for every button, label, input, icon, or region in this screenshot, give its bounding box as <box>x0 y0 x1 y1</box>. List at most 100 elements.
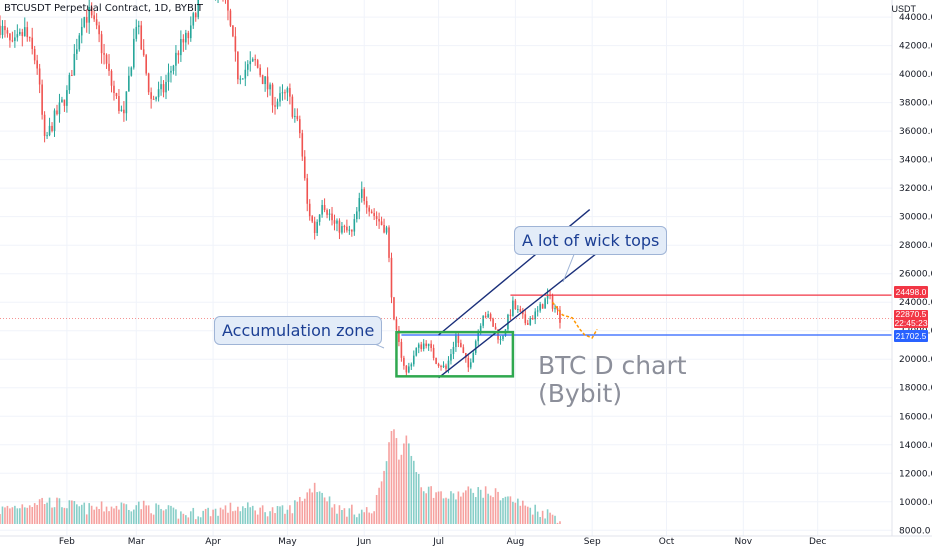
price-tick-label: 24000.0 <box>899 298 932 308</box>
candle-body <box>38 68 41 85</box>
candle-body <box>130 67 133 76</box>
volume-bar <box>98 509 100 524</box>
time-axis[interactable]: Feb Mar Apr May Jun Jul Aug Sep Oct Nov Dec <box>0 535 932 547</box>
candle-body <box>33 48 36 61</box>
candle-body <box>147 73 150 93</box>
candle-body <box>123 109 125 114</box>
volume-bar <box>182 513 185 524</box>
volume-bar <box>546 509 549 524</box>
candle-body <box>259 67 261 76</box>
price-tick-label: 20000.0 <box>899 355 932 365</box>
accumulation-callout[interactable]: Accumulation zone <box>214 316 383 345</box>
wick-tops-callout[interactable]: A lot of wick tops <box>514 226 668 255</box>
volume-bar <box>442 498 445 524</box>
volume-bar <box>155 503 157 524</box>
candle-body <box>120 109 123 112</box>
volume-bar <box>51 507 53 524</box>
wick-tops-text: A lot of wick tops <box>522 231 660 250</box>
candle-body <box>103 53 105 55</box>
candle-body <box>14 37 16 41</box>
candle-body <box>256 60 259 68</box>
volume-bar <box>333 504 336 524</box>
candle-body <box>180 39 182 56</box>
candle-body <box>58 102 61 115</box>
volume-bar <box>100 501 103 524</box>
volume-bar <box>373 511 375 524</box>
volume-bar <box>150 513 152 524</box>
candle-body <box>261 75 264 85</box>
candle-body <box>185 32 187 43</box>
volume-bar <box>214 508 217 524</box>
volume-bar <box>504 496 507 524</box>
last-price-countdown: 22:45:23 <box>894 318 928 328</box>
volume-bar <box>474 497 477 524</box>
candle-body <box>541 304 544 309</box>
candle-body <box>132 38 135 68</box>
candle-body <box>452 346 455 355</box>
price-axis[interactable]: 8000.0 10000.0 12000.0 14000.0 16000.0 18000.… <box>891 0 932 550</box>
candle-body <box>68 75 71 91</box>
candle-body <box>445 365 447 369</box>
candle-body <box>405 365 408 373</box>
candle-body <box>437 363 440 367</box>
volume-bar <box>457 491 460 524</box>
volume-bar <box>26 507 29 524</box>
volume-bar <box>469 488 472 524</box>
volume-bar <box>142 500 145 524</box>
candle-body <box>519 308 522 312</box>
price-tick-label: 16000.0 <box>899 412 932 422</box>
candle-body <box>355 211 358 220</box>
volume-bar <box>343 508 346 524</box>
volume-bar <box>393 429 395 524</box>
candle-body <box>403 357 405 366</box>
candle-body <box>368 207 370 212</box>
candle-body <box>502 335 504 340</box>
chart-grid <box>0 0 892 536</box>
volume-bar <box>46 502 48 524</box>
candle-body <box>398 329 400 342</box>
volume-bar <box>256 514 259 524</box>
candle-body <box>266 76 269 90</box>
volume-bar <box>286 509 289 524</box>
volume-bar <box>301 501 304 524</box>
time-tick-label: Feb <box>59 537 75 547</box>
candle-body <box>301 133 304 157</box>
price-tick-label: 44000.0 <box>899 13 932 23</box>
volume-bar <box>224 505 227 524</box>
price-tick-label: 26000.0 <box>899 270 932 280</box>
candle-body <box>462 347 465 353</box>
volume-bar <box>172 507 175 524</box>
volume-bar <box>378 487 380 524</box>
volume-bar <box>271 507 274 524</box>
volume-bar <box>403 443 405 524</box>
volume-bar <box>415 472 418 524</box>
candle-body <box>432 347 435 358</box>
candle-body <box>232 25 234 37</box>
candle-body <box>182 39 185 43</box>
volume-bar <box>162 510 165 524</box>
candle-body <box>264 76 266 85</box>
volume-bar <box>73 501 76 524</box>
time-tick-label: Mar <box>128 537 145 547</box>
candle-body <box>88 7 91 23</box>
candle-body <box>333 220 336 224</box>
candle-body <box>229 10 232 26</box>
candle-body <box>165 82 167 93</box>
volume-bar <box>522 500 524 524</box>
volume-bar <box>323 497 326 524</box>
volume-bar <box>132 509 135 524</box>
candle-body <box>113 85 115 94</box>
volume-bar <box>194 519 197 524</box>
volume-bar <box>187 517 190 524</box>
price-tick-label: 32000.0 <box>899 184 932 194</box>
volume-bar <box>499 500 502 524</box>
candle-body <box>251 59 254 62</box>
volume-bar <box>417 473 420 524</box>
volume-bar <box>19 508 21 524</box>
candle-body <box>150 92 152 99</box>
volume-bar <box>400 454 403 524</box>
volume-bar <box>130 511 133 524</box>
candle-body <box>306 178 309 204</box>
candle-body <box>194 13 197 18</box>
